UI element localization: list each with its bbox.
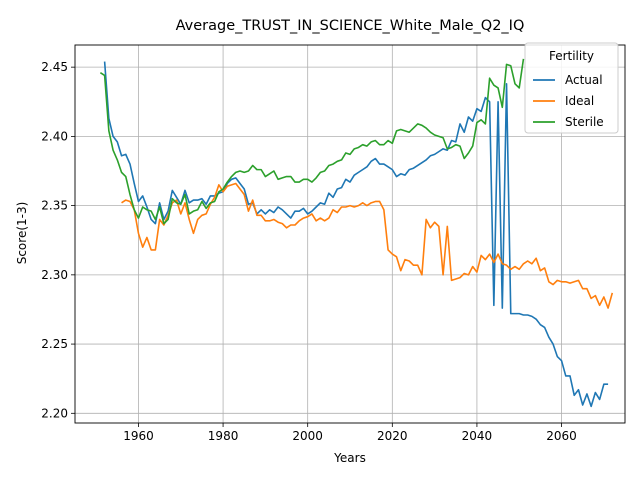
x-axis: 1960 1980 2000 2020 2040 2060	[123, 423, 577, 443]
series-line-actual	[103, 61, 609, 408]
y-axis: 2.20 2.25 2.30 2.35 2.40 2.45	[41, 60, 75, 420]
series-lines	[99, 58, 614, 408]
legend-label: Actual	[565, 73, 603, 87]
y-tick-label: 2.25	[41, 337, 68, 351]
x-tick-label: 1980	[208, 429, 239, 443]
y-tick-label: 2.30	[41, 268, 68, 282]
legend-label: Ideal	[565, 94, 594, 108]
x-tick-label: 2060	[546, 429, 577, 443]
legend-label: Sterile	[565, 115, 604, 129]
plot-frame	[74, 44, 626, 424]
y-tick-label: 2.35	[41, 199, 68, 213]
x-tick-label: 2020	[377, 429, 408, 443]
series-line-sterile	[99, 58, 525, 225]
y-tick-label: 2.40	[41, 129, 68, 143]
y-tick-label: 2.45	[41, 60, 68, 74]
y-tick-label: 2.20	[41, 406, 68, 420]
legend: Fertility Actual Ideal Sterile	[524, 42, 619, 134]
chart-title: Average_TRUST_IN_SCIENCE_White_Male_Q2_I…	[176, 18, 525, 34]
x-tick-label: 2000	[292, 429, 323, 443]
x-tick-label: 2040	[462, 429, 493, 443]
y-axis-label: Score(1-3)	[15, 202, 29, 265]
x-axis-label: Years	[333, 451, 366, 465]
series-line-ideal	[121, 182, 614, 309]
x-tick-label: 1960	[123, 429, 154, 443]
legend-box	[524, 42, 619, 134]
legend-title: Fertility	[549, 49, 594, 63]
